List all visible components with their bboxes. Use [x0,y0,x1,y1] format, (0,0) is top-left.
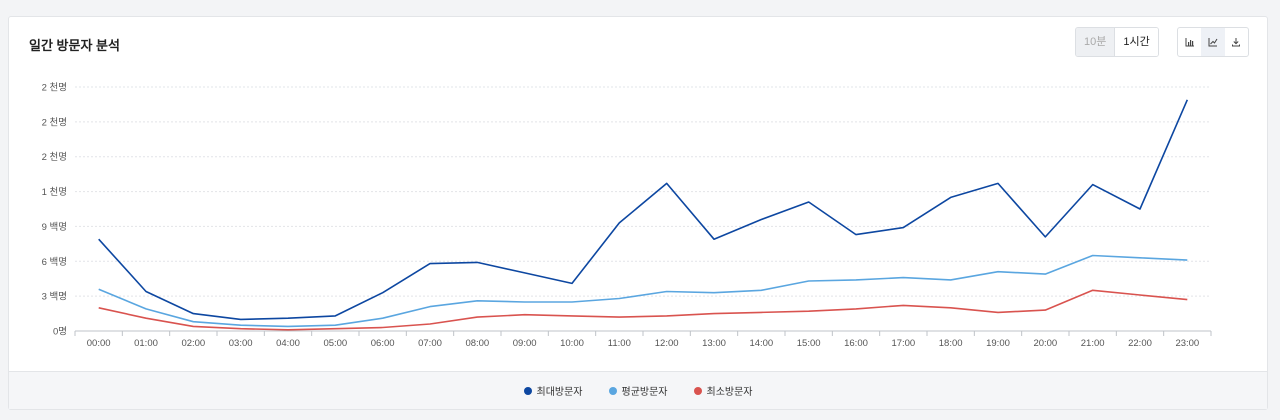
x-tick-label: 11:00 [608,338,631,349]
x-tick-label: 19:00 [986,338,1010,349]
bar-chart-button[interactable] [1178,28,1201,56]
x-tick-label: 17:00 [891,338,915,349]
y-tick-label: 9 백명 [42,222,67,233]
chart-legend: 최대방문자 평균방문자 최소방문자 [9,371,1267,409]
y-tick-label: 3 백명 [42,292,67,303]
x-tick-label: 22:00 [1128,338,1152,349]
x-tick-label: 12:00 [655,338,679,349]
interval-toggle: 10분 1시간 [1075,27,1159,57]
series-line-0 [98,99,1189,321]
y-tick-label: 2 천명 [42,152,67,163]
x-tick-label: 20:00 [1033,338,1057,349]
x-tick-label: 09:00 [513,338,537,349]
x-tick-label: 13:00 [702,338,726,349]
interval-10min-button[interactable]: 10분 [1076,28,1116,56]
line-chart-icon [1208,38,1218,47]
interval-1hour-button[interactable]: 1시간 [1115,28,1158,56]
panel-title: 일간 방문자 분석 [29,38,120,53]
x-tick-label: 14:00 [749,338,773,349]
y-tick-label: 1 천명 [42,187,67,198]
line-chart: 0명 3 백명 6 백명 9 백명 1 천명 2 천명 2 천명 2 천명 00:00 01:00… [42,83,1212,349]
series-line-2 [98,289,1188,331]
series-line-1 [98,254,1188,328]
x-tick-label: 02:00 [181,338,205,349]
x-tick-label: 01:00 [134,338,158,349]
y-tick-label: 2 천명 [42,83,67,94]
legend-marker-min [693,386,702,395]
x-tick-label: 05:00 [323,338,347,349]
legend-marker-avg [608,386,617,395]
y-tick-label: 6 백명 [42,257,67,268]
x-tick-label: 04:00 [276,338,300,349]
download-icon [1232,38,1241,47]
x-tick-label: 21:00 [1081,338,1105,349]
visitor-analysis-panel: 일간 방문자 분석 10분 1시간 0명 3 백명 6 백명 9 백 [8,16,1268,410]
legend-item-max[interactable]: 최대방문자 [523,383,583,398]
legend-label-max: 최대방문자 [536,387,583,398]
x-tick-label: 03:00 [229,338,253,349]
bar-chart-icon [1185,38,1194,47]
x-tick-label: 10:00 [560,338,584,349]
x-tick-label: 07:00 [418,338,442,349]
x-tick-label: 15:00 [797,338,821,349]
x-tick-label: 08:00 [465,338,489,349]
legend-item-min[interactable]: 최소방문자 [693,383,753,398]
legend-marker-max [523,386,532,395]
legend-item-avg[interactable]: 평균방문자 [608,383,668,398]
x-tick-label: 16:00 [844,338,868,349]
legend-label-min: 최소방문자 [706,387,753,398]
y-tick-label: 0명 [53,327,67,338]
x-tick-label: 18:00 [939,338,963,349]
x-tick-label: 23:00 [1175,338,1199,349]
chart-tools [1177,27,1249,57]
x-tick-label: 00:00 [87,338,111,349]
x-tick-label: 06:00 [371,338,395,349]
legend-label-avg: 평균방문자 [621,387,668,398]
y-tick-label: 2 천명 [42,117,67,128]
download-button[interactable] [1225,28,1248,56]
line-chart-button[interactable] [1201,28,1225,56]
